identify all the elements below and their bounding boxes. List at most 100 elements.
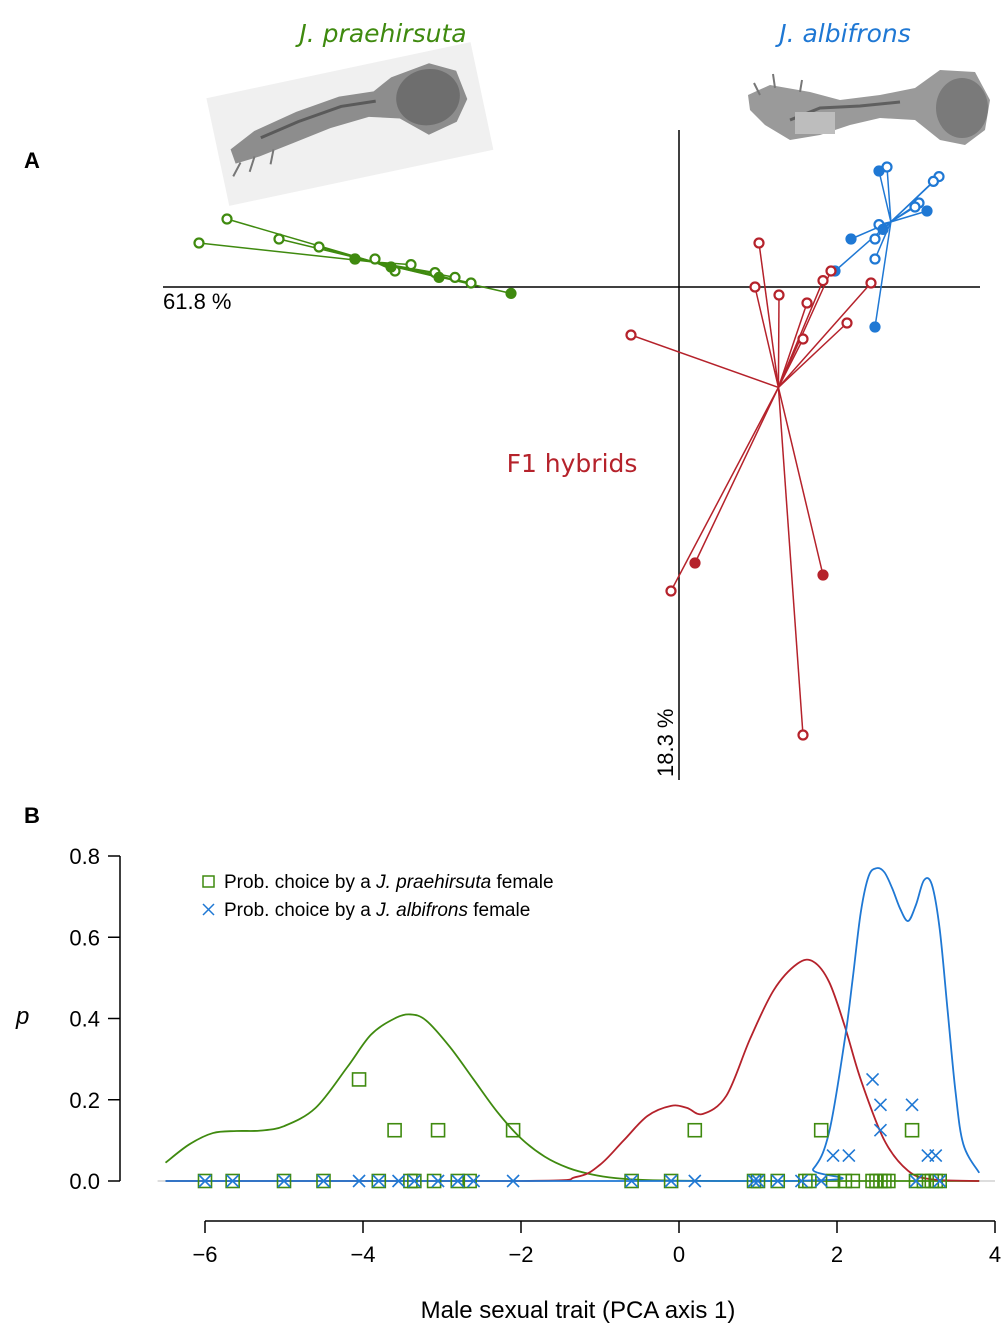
pca-point-0-14: [505, 287, 517, 299]
square-point-36: [932, 1173, 948, 1189]
pca-link-2-3: [777, 294, 780, 388]
y-tick-label-4: 0.8: [69, 844, 100, 869]
pca-point-1-10: [877, 223, 889, 235]
x-tick-label-2: −2: [508, 1242, 533, 1267]
square-point-8: [407, 1173, 422, 1189]
cross-point-12: [625, 1174, 639, 1188]
square-point-6: [387, 1122, 402, 1138]
pca-point-1-8: [873, 165, 885, 177]
cross-point-18: [794, 1174, 809, 1188]
pca-point-0-5: [369, 253, 381, 265]
pca-link-2-4: [777, 302, 808, 388]
pca-link-2-9: [777, 270, 832, 388]
y-axis-label: p: [15, 1003, 29, 1030]
square-point-13: [505, 1122, 521, 1138]
cross-point-7: [407, 1174, 421, 1188]
pca-link-2-10: [670, 387, 780, 592]
pca-point-2-0: [625, 329, 637, 341]
square-point-10: [430, 1122, 446, 1138]
cross-point-1: [226, 1174, 240, 1188]
density-curve-2: [165, 867, 980, 1182]
density-curve-1: [165, 958, 980, 1182]
albifrons-title: J. albifrons: [774, 19, 911, 48]
density-axes: 0.0 0.2 0.4 0.6 0.8 −6 −4 −2 0 2 4: [69, 844, 1001, 1267]
cross-point-19: [814, 1174, 828, 1188]
cross-point-14: [688, 1174, 702, 1188]
square-point-25: [845, 1173, 861, 1189]
square-point-14: [624, 1173, 639, 1189]
pca-link-1-8: [878, 170, 892, 223]
pca-point-2-1: [753, 237, 765, 249]
cross-point-13: [664, 1174, 678, 1188]
pca-point-0-12: [385, 261, 397, 273]
x-tick-label-1: −4: [350, 1242, 375, 1267]
pca-point-1-9: [921, 205, 933, 217]
pca-point-2-11: [797, 729, 809, 741]
pca-point-2-3: [773, 289, 785, 301]
y-tick-label-0: 0.0: [69, 1169, 100, 1194]
pca-scatter: [193, 161, 945, 741]
pca-point-2-12: [689, 557, 701, 569]
cross-point-23: [873, 1098, 888, 1112]
pca-point-0-13: [433, 271, 445, 283]
pca-point-1-11: [845, 233, 857, 245]
pca-link-2-1: [758, 242, 780, 388]
pca-point-2-7: [817, 275, 829, 287]
legend-entry-albifrons: Prob. choice by a J. albifrons female: [224, 900, 530, 921]
pca-point-0-0: [193, 237, 205, 249]
pca-point-0-7: [405, 259, 417, 271]
square-point-4: [351, 1072, 367, 1087]
cross-point-8: [431, 1174, 445, 1188]
pca-point-0-9: [449, 271, 461, 283]
x-tick-label-3: 0: [673, 1242, 685, 1267]
square-point-32: [908, 1173, 924, 1189]
pca-link-2-12: [694, 387, 780, 564]
cross-point-2: [277, 1174, 291, 1188]
pca-point-2-9: [825, 265, 837, 277]
pca-point-2-13: [817, 569, 829, 581]
pca-point-2-4: [801, 297, 813, 309]
square-point-3: [316, 1173, 331, 1189]
pca-point-1-4: [909, 201, 921, 213]
praehirsuta-appendage-photo: [206, 42, 494, 206]
cross-point-24: [873, 1123, 888, 1137]
density-curve-0: [164, 1013, 980, 1182]
cross-point-29: [933, 1174, 947, 1188]
pca-point-0-10: [465, 277, 477, 289]
cross-point-17: [771, 1174, 785, 1188]
legend-entry-praehirsuta: Prob. choice by a J. praehirsuta female: [224, 872, 554, 893]
pca-link-0-3: [318, 246, 375, 263]
pca-point-0-2: [273, 233, 285, 245]
pca-link-1-2: [890, 180, 934, 223]
x-axis-label: Male sexual trait (PCA axis 1): [421, 1297, 736, 1324]
cross-point-27: [929, 1149, 943, 1163]
pca-point-2-6: [841, 317, 853, 329]
square-point-9: [426, 1173, 442, 1189]
cross-point-0: [198, 1174, 212, 1188]
y-tick-label-1: 0.2: [69, 1088, 100, 1113]
f1-hybrids-label: F1 hybrids: [507, 449, 638, 478]
cross-point-25: [905, 1098, 919, 1112]
pca-point-2-2: [749, 281, 761, 293]
pca-point-0-3: [313, 241, 325, 253]
cross-point-6: [391, 1174, 406, 1188]
cross-point-11: [506, 1174, 520, 1188]
square-point-12: [462, 1173, 477, 1189]
square-point-0: [197, 1173, 213, 1189]
cross-point-3: [316, 1174, 331, 1188]
pca-axis-2-percent: 18.3 %: [653, 709, 678, 778]
pca-point-0-1: [221, 213, 233, 225]
pca-link-2-13: [777, 387, 824, 576]
cross-point-9: [451, 1174, 465, 1188]
pca-link-0-0: [198, 242, 375, 263]
pca-point-1-6: [869, 233, 881, 245]
pca-point-1-2: [927, 175, 940, 187]
square-point-31: [904, 1122, 920, 1138]
square-point-15: [663, 1173, 679, 1189]
square-point-19: [770, 1173, 786, 1189]
legend-cross-marker: [202, 903, 215, 916]
square-point-11: [450, 1173, 466, 1189]
legend-square-marker: [202, 875, 215, 888]
pca-point-1-13: [869, 321, 881, 333]
